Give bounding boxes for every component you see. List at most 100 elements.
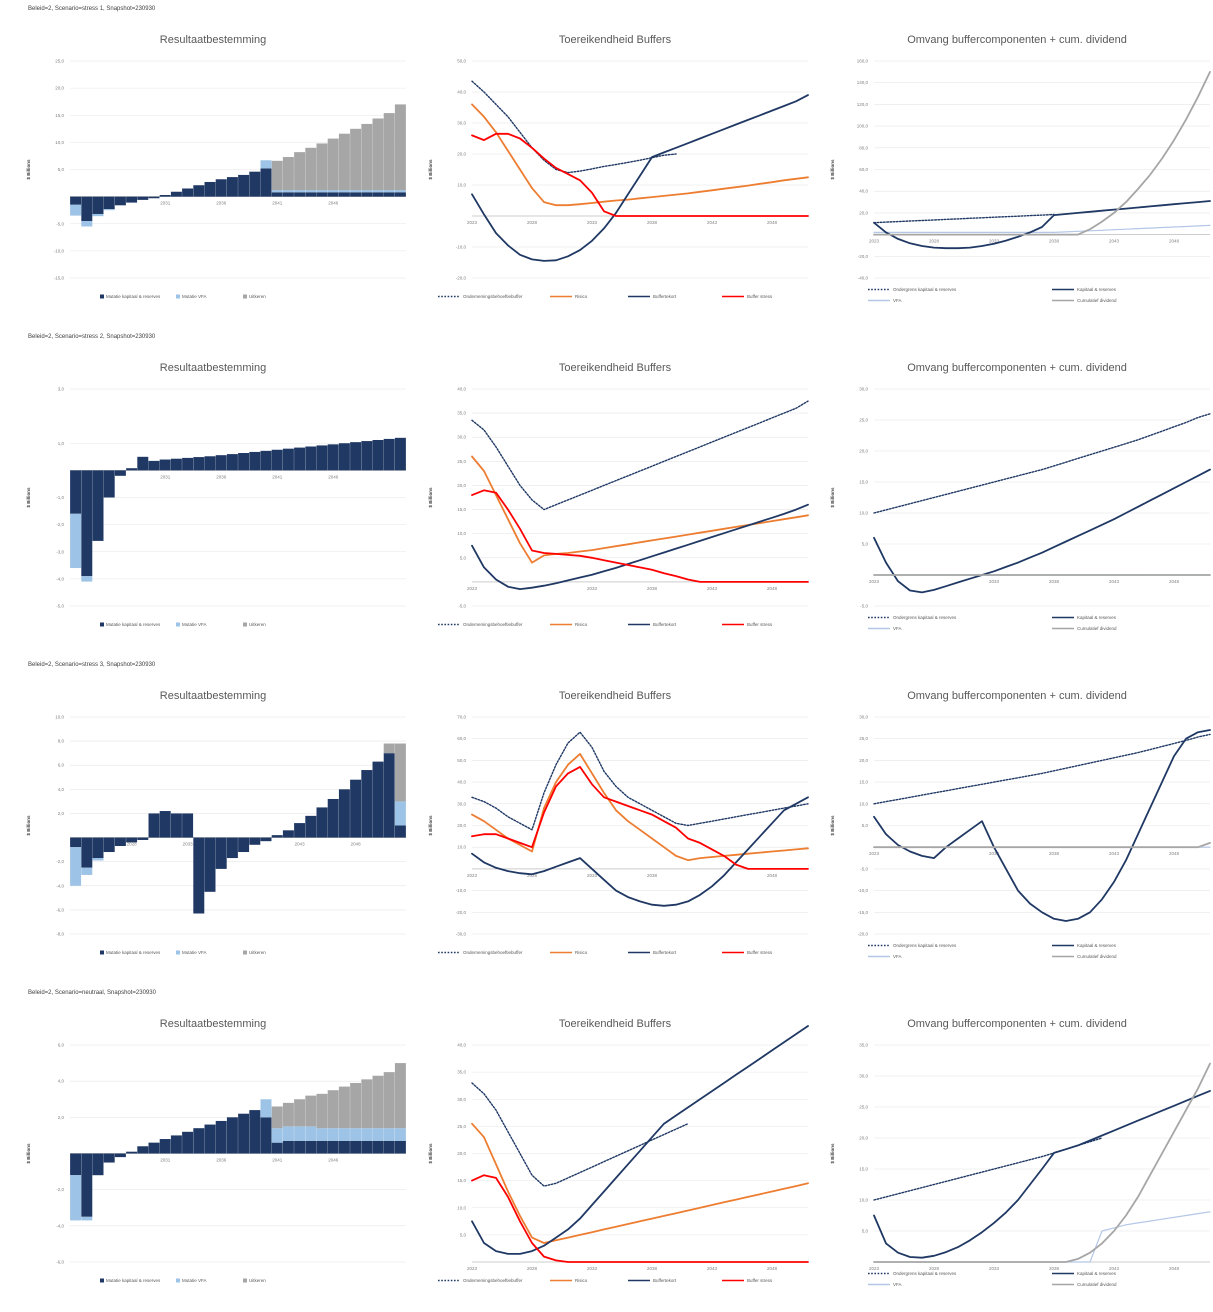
bar-segment: [114, 837, 126, 846]
bar-segment: [372, 1128, 384, 1141]
x-tick-label: 2023: [467, 220, 478, 225]
chart-svg: Omvang buffercomponenten + cum. dividend…: [830, 1018, 1211, 1287]
legend-swatch: [176, 294, 180, 299]
bar-segment: [260, 160, 272, 169]
series-line: [873, 842, 1211, 849]
x-tick-label: 2046: [328, 201, 339, 206]
legend-label: Ondergrens kapitaal & reserves: [893, 1271, 957, 1276]
bar-segment: [305, 1126, 317, 1141]
bar-segment: [103, 470, 115, 498]
y-tick-label: 1,0: [58, 441, 65, 446]
bar-segment: [361, 1079, 373, 1129]
chart-title: Toereikendheid Buffers: [559, 1018, 672, 1030]
series-line: [471, 1174, 809, 1263]
bar-segment: [204, 1124, 216, 1154]
y-tick-label: 25,0: [457, 459, 466, 464]
bar-segment: [81, 867, 93, 875]
chart-panel: Omvang buffercomponenten + cum. dividend…: [812, 6, 1212, 328]
chart-svg: Resultaatbestemming $ Billions 6,0 4,0 2,0 -2…: [26, 1018, 406, 1283]
y-tick-label: 5,0: [460, 1232, 467, 1237]
x-tick-label: 2046: [328, 1158, 339, 1163]
x-tick-label: 2023: [869, 579, 880, 584]
bar-segment: [361, 123, 373, 191]
chart-svg: Toereikendheid Buffers $ Billions 40,0 35,0…: [428, 1018, 809, 1283]
bar-segment: [350, 192, 362, 197]
bar-segment: [372, 1075, 384, 1129]
legend-label: Mutatie kapitaal & reserves: [106, 294, 161, 299]
legend-swatch: [176, 622, 180, 627]
legend-label: Uitkeren: [249, 950, 266, 955]
bar-segment: [372, 1140, 384, 1154]
bar-segment: [338, 190, 350, 193]
y-tick-label: 30,0: [457, 121, 466, 126]
bar-segment: [126, 196, 138, 203]
bar-segment: [316, 1140, 328, 1154]
legend-label: Kapitaal & reserves: [1077, 943, 1117, 948]
series-line: [873, 200, 1211, 250]
bar-segment: [294, 447, 306, 471]
bar-segment: [338, 1140, 350, 1154]
x-tick-label: 2043: [1109, 579, 1120, 584]
series-line: [873, 224, 1211, 233]
legend-label: Uitkeren: [249, 294, 266, 299]
bar-segment: [92, 1153, 104, 1176]
y-axis-label: $ Billions: [26, 1143, 31, 1164]
bar-segment: [260, 837, 272, 842]
bar-segment: [316, 1128, 328, 1141]
bar-segment: [305, 1140, 317, 1154]
bar-segment: [271, 190, 283, 193]
x-tick-label: 2028: [527, 1266, 538, 1271]
x-tick-label: 2048: [1169, 579, 1180, 584]
x-tick-label: 2033: [587, 1266, 598, 1271]
bar-segment: [226, 177, 238, 197]
x-tick-label: 2041: [272, 1158, 283, 1163]
bar-segment: [249, 837, 261, 845]
bar-segment: [170, 1135, 182, 1154]
y-tick-label: 20,0: [55, 86, 64, 91]
chart-title: Omvang buffercomponenten + cum. dividend: [907, 1018, 1127, 1030]
x-tick-label: 2023: [869, 851, 880, 856]
bar-segment: [338, 443, 350, 471]
bar-segment: [316, 445, 328, 471]
y-tick-label: 2,0: [58, 1115, 65, 1120]
bar-segment: [92, 213, 104, 217]
bar-segment: [126, 468, 138, 471]
chart-panel: Omvang buffercomponenten + cum. dividend…: [812, 662, 1212, 984]
legend-label: Mutatie kapitaal & reserves: [106, 622, 161, 627]
chart-svg: Omvang buffercomponenten + cum. dividend…: [830, 34, 1211, 303]
bar-segment: [383, 1072, 395, 1129]
y-tick-label: -30,0: [456, 932, 467, 937]
y-tick-label: 2,0: [58, 811, 65, 816]
scenario-section: Beleid=2, Scenario=neutraal, Snapshot=23…: [0, 990, 1213, 1312]
bar-segment: [70, 1175, 82, 1221]
x-tick-label: 2043: [1109, 851, 1120, 856]
x-tick-label: 2041: [272, 201, 283, 206]
bar-segment: [294, 192, 306, 197]
chart-title: Resultaatbestemming: [160, 362, 266, 374]
bar-segment: [305, 192, 317, 197]
legend-swatch: [243, 950, 247, 955]
bar-segment: [81, 1153, 93, 1217]
bar-segment: [327, 190, 339, 193]
bar-segment: [294, 1126, 306, 1141]
bar-segment: [137, 1146, 149, 1154]
bar-segment: [182, 813, 194, 838]
bar-segment: [271, 835, 283, 838]
x-tick-label: 2033: [587, 220, 598, 225]
y-axis-label: $ Billions: [830, 159, 835, 180]
x-tick-label: 2043: [707, 1266, 718, 1271]
bar-segment: [159, 459, 171, 471]
y-tick-label: 20,0: [859, 758, 868, 763]
y-tick-label: -4,0: [56, 883, 64, 888]
bar-segment: [316, 192, 328, 197]
bar-segment: [81, 470, 93, 577]
bar-segment: [92, 858, 104, 861]
x-tick-label: 2033: [183, 842, 194, 847]
x-tick-label: 2038: [647, 586, 658, 591]
legend-label: Mutatie VFA: [182, 294, 207, 299]
bar-segment: [327, 798, 339, 838]
y-tick-label: -4,0: [56, 1223, 64, 1228]
chart-panel: Toereikendheid Buffers $ Billions 40,0 35,0…: [410, 990, 810, 1312]
y-tick-label: -4,0: [56, 576, 64, 581]
y-tick-label: 25,0: [457, 1124, 466, 1129]
